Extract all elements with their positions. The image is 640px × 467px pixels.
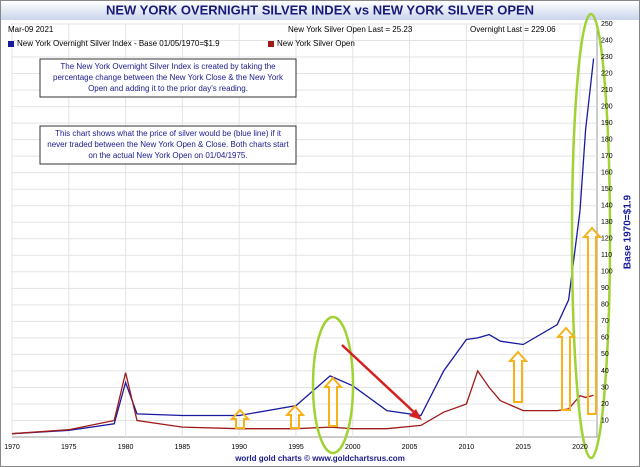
date: Mar-09 2021 [8, 25, 54, 34]
highlight-arrow [229, 408, 251, 429]
note-text: percentage change between the New York C… [53, 73, 284, 82]
note-text: The New York Overnight Silver Index is c… [60, 62, 276, 71]
highlight-arrow [581, 226, 603, 415]
y-tick-label: 120 [601, 236, 613, 243]
highlight-oval [311, 315, 355, 455]
y-tick-label: 210 [601, 87, 613, 94]
y-tick-label: 230 [601, 54, 613, 61]
legend-swatch [268, 41, 274, 47]
x-tick-label: 1975 [61, 444, 77, 451]
trend-arrow [341, 344, 417, 415]
y-tick-label: 240 [601, 37, 613, 44]
open-last: New York Silver Open Last = 25.23 [288, 25, 413, 34]
y-tick-label: 200 [601, 103, 613, 110]
x-tick-label: 1990 [231, 444, 247, 451]
y-tick-label: 250 [601, 21, 613, 28]
note-box [39, 58, 297, 98]
y-tick-label: 110 [601, 252, 612, 259]
highlight-arrow [555, 326, 577, 411]
highlight-arrow [284, 404, 306, 429]
title-bar [1, 1, 639, 20]
chart-title: NEW YORK OVERNIGHT SILVER INDEX vs NEW Y… [106, 2, 534, 17]
legend-label: New York Silver Open [277, 39, 355, 48]
trend-arrow-head [409, 409, 422, 420]
x-tick-label: 2020 [572, 444, 588, 451]
annotations [229, 12, 612, 460]
y-tick-label: 80 [601, 302, 609, 309]
y-tick-label: 130 [601, 219, 613, 226]
x-tick-label: 1970 [4, 444, 20, 451]
y-tick-label: 160 [601, 170, 613, 177]
y-tick-label: 220 [601, 70, 613, 77]
note-text: never traded between the New York Open &… [47, 140, 289, 149]
y-tick-label: 170 [601, 153, 613, 160]
y-tick-label: 140 [601, 203, 613, 210]
y-tick-label: 100 [601, 269, 613, 276]
x-tick-label: 1995 [288, 444, 304, 451]
note-text: on the actual New York Open on 01/04/197… [88, 151, 247, 160]
highlight-oval [570, 12, 612, 460]
legend-label: New York Overnight Silver Index - Base 0… [17, 39, 220, 48]
x-tick-label: 1985 [175, 444, 191, 451]
y-tick-label: 150 [601, 186, 613, 193]
x-tick-label: 1980 [118, 444, 134, 451]
y-tick-label: 180 [601, 136, 613, 143]
y-tick-label: 60 [601, 335, 609, 342]
y-axis-label: Base 1970=$1.9 [623, 194, 634, 269]
y-tick-label: 20 [601, 401, 609, 408]
highlight-arrow [322, 376, 344, 427]
x-tick-label: 2010 [459, 444, 475, 451]
note-text: Open and adding it to the prior day's re… [88, 84, 248, 93]
footer: world gold charts © www.goldchartsrus.co… [234, 454, 405, 463]
y-tick-label: 90 [601, 285, 609, 292]
highlight-arrow [507, 350, 529, 403]
y-tick-label: 50 [601, 351, 609, 358]
x-tick-label: 2015 [515, 444, 531, 451]
y-tick-label: 190 [601, 120, 613, 127]
y-tick-label: 30 [601, 384, 609, 391]
y-tick-label: 70 [601, 318, 609, 325]
note-box [39, 125, 297, 165]
legend-swatch [8, 41, 14, 47]
overnight-last: Overnight Last = 229.06 [470, 25, 556, 34]
note-text: This chart shows what the price of silve… [55, 129, 282, 138]
x-tick-label: 2005 [402, 444, 418, 451]
x-tick-label: 2000 [345, 444, 361, 451]
y-tick-label: 40 [601, 368, 609, 375]
y-tick-label: 10 [601, 417, 609, 424]
